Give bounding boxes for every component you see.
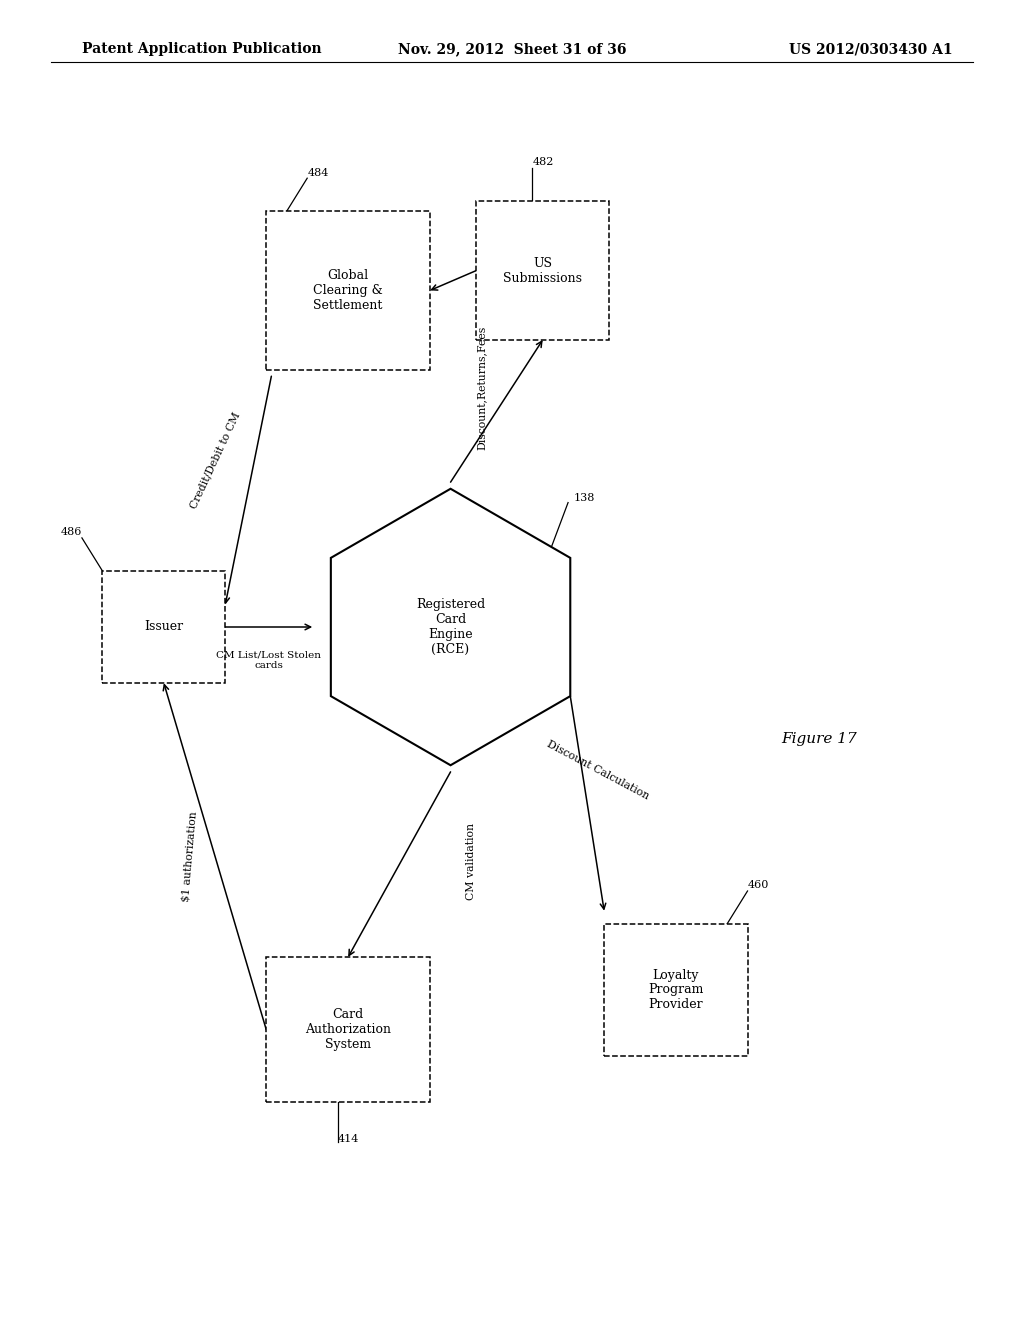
Text: US 2012/0303430 A1: US 2012/0303430 A1	[788, 42, 952, 57]
Text: Credit/Debit to CM: Credit/Debit to CM	[188, 411, 242, 511]
Text: 482: 482	[532, 157, 554, 168]
Text: 486: 486	[60, 527, 82, 536]
Text: Figure 17: Figure 17	[781, 733, 857, 746]
Text: CM List/Lost Stolen
cards: CM List/Lost Stolen cards	[216, 651, 322, 669]
Text: 460: 460	[748, 879, 769, 890]
Text: Discount Calculation: Discount Calculation	[545, 739, 650, 801]
Text: $1 authorization: $1 authorization	[180, 810, 199, 902]
Text: 414: 414	[338, 1134, 359, 1144]
FancyBboxPatch shape	[102, 570, 225, 682]
Text: Registered
Card
Engine
(RCE): Registered Card Engine (RCE)	[416, 598, 485, 656]
Text: 484: 484	[307, 168, 329, 178]
FancyBboxPatch shape	[476, 201, 609, 339]
Text: Global
Clearing &
Settlement: Global Clearing & Settlement	[313, 269, 383, 312]
Text: Loyalty
Program
Provider: Loyalty Program Provider	[648, 969, 703, 1011]
Text: Nov. 29, 2012  Sheet 31 of 36: Nov. 29, 2012 Sheet 31 of 36	[397, 42, 627, 57]
Text: Card
Authorization
System: Card Authorization System	[305, 1008, 391, 1051]
FancyBboxPatch shape	[604, 924, 748, 1056]
Polygon shape	[331, 488, 570, 766]
Text: US
Submissions: US Submissions	[503, 256, 583, 285]
Text: Issuer: Issuer	[144, 620, 183, 634]
Text: Patent Application Publication: Patent Application Publication	[82, 42, 322, 57]
Text: CM validation: CM validation	[466, 822, 476, 900]
Text: Discount,Returns,Fees: Discount,Returns,Fees	[476, 326, 486, 450]
FancyBboxPatch shape	[266, 211, 430, 370]
FancyBboxPatch shape	[266, 957, 430, 1102]
Text: 138: 138	[573, 492, 595, 503]
